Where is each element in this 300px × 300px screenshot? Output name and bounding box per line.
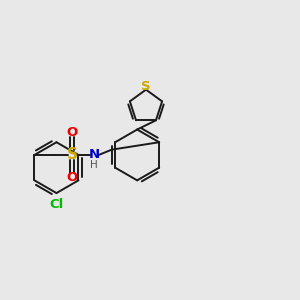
Text: S: S [67,147,78,162]
Text: Cl: Cl [49,198,64,212]
Text: O: O [67,171,78,184]
Text: O: O [67,125,78,139]
Text: H: H [90,160,98,170]
Text: N: N [88,148,100,161]
Text: S: S [141,80,151,93]
